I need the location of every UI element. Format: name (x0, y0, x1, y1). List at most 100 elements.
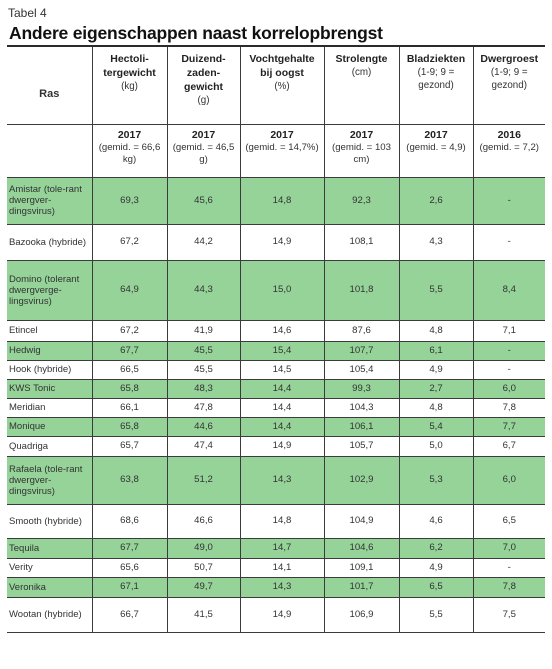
value-cell: 6,5 (472, 503, 545, 538)
column-header-unit: (cm) (351, 67, 372, 78)
value-cell: 14,5 (239, 359, 325, 379)
value-cell: 6,0 (472, 378, 545, 398)
value-cell: 47,8 (166, 397, 241, 417)
year-average-cell: 2017 (gemid. = 103 cm) (323, 123, 400, 177)
column-header-unit: (1-9; 9 = gezond) (417, 67, 455, 91)
value-cell: 67,7 (91, 537, 168, 558)
year-average-cell: 2017 (gemid. = 4,9) (398, 123, 474, 177)
value-cell: 14,3 (239, 576, 325, 597)
value-cell: 2,7 (398, 378, 474, 398)
average-label: (gemid. = 14,7%) (245, 141, 319, 153)
value-cell: 6,5 (398, 576, 474, 597)
value-cell: 5,5 (398, 596, 474, 633)
header-row: Ras Hectoli-tergewicht (kg) Duizend-zade… (7, 47, 545, 124)
value-cell: 6,7 (472, 435, 545, 456)
column-header-ras: Ras (7, 47, 93, 124)
value-cell: 2,6 (398, 176, 474, 224)
ras-cell: Veronika (7, 576, 93, 597)
value-cell: 14,8 (239, 176, 325, 224)
column-header-vochtgehalte: Vochtgehalte bij oogst (%) (239, 47, 325, 124)
value-cell: 4,8 (398, 397, 474, 417)
value-cell: 14,8 (239, 503, 325, 538)
value-cell: - (472, 359, 545, 379)
year-average-row: 2017 (gemid. = 66,6 kg) 2017 (gemid. = 4… (7, 123, 545, 177)
value-cell: 4,9 (398, 359, 474, 379)
ras-cell: KWS Tonic (7, 378, 93, 398)
ras-cell: Wootan (hybride) (7, 596, 93, 633)
ras-cell: Smooth (hybride) (7, 503, 93, 538)
ras-cell: Hedwig (7, 340, 93, 360)
column-header-dwergroest: Dwergroest (1-9; 9 = gezond) (472, 47, 545, 124)
value-cell: 7,8 (472, 397, 545, 417)
value-cell: 69,3 (91, 176, 168, 224)
column-header-label: Strolengte (335, 53, 388, 65)
value-cell: 14,9 (239, 435, 325, 456)
value-cell: 14,7 (239, 537, 325, 558)
value-cell: 67,7 (91, 340, 168, 360)
value-cell: 66,7 (91, 596, 168, 633)
value-cell: 48,3 (166, 378, 241, 398)
value-cell: 15,4 (239, 340, 325, 360)
value-cell: 102,9 (323, 455, 400, 504)
value-cell: 49,7 (166, 576, 241, 597)
value-cell: 6,1 (398, 340, 474, 360)
column-header-bladziekten: Bladziekten (1-9; 9 = gezond) (398, 47, 474, 124)
value-cell: 14,4 (239, 397, 325, 417)
value-cell: 14,9 (239, 223, 325, 260)
table-body: Amistar (tole-rant dwergver-dingsvirus) 6… (7, 176, 545, 633)
year-average-cell: 2017 (gemid. = 14,7%) (239, 123, 325, 177)
value-cell: 64,9 (91, 259, 168, 320)
value-cell: 65,8 (91, 416, 168, 436)
value-cell: 68,6 (91, 503, 168, 538)
year-label: 2017 (270, 128, 294, 141)
value-cell: 7,8 (472, 576, 545, 597)
value-cell: 47,4 (166, 435, 241, 456)
value-cell: 45,6 (166, 176, 241, 224)
ras-cell: Verity (7, 557, 93, 577)
table-caption: Tabel 4 (8, 6, 47, 20)
value-cell: 67,2 (91, 319, 168, 341)
column-header-unit: (%) (274, 81, 290, 92)
value-cell: 108,1 (323, 223, 400, 260)
value-cell: 41,5 (166, 596, 241, 633)
value-cell: 106,1 (323, 416, 400, 436)
value-cell: 5,5 (398, 259, 474, 320)
value-cell: 101,8 (323, 259, 400, 320)
value-cell: 4,9 (398, 557, 474, 577)
value-cell: 109,1 (323, 557, 400, 577)
average-label: (gemid. = 66,6 kg) (98, 141, 161, 166)
value-cell: 14,4 (239, 416, 325, 436)
value-cell: 51,2 (166, 455, 241, 504)
average-label: (gemid. = 7,2) (479, 141, 539, 153)
column-header-label: Duizend-zaden-gewicht (181, 53, 226, 93)
value-cell: - (472, 557, 545, 577)
value-cell: 63,8 (91, 455, 168, 504)
value-cell: 14,6 (239, 319, 325, 341)
ras-cell: Amistar (tole-rant dwergver-dingsvirus) (7, 176, 93, 224)
ras-cell: Meridian (7, 397, 93, 417)
value-cell: 65,7 (91, 435, 168, 456)
value-cell: 14,9 (239, 596, 325, 633)
value-cell: - (472, 223, 545, 260)
value-cell: 4,6 (398, 503, 474, 538)
ras-cell: Quadriga (7, 435, 93, 456)
value-cell: 92,3 (323, 176, 400, 224)
value-cell: 4,8 (398, 319, 474, 341)
value-cell: 5,3 (398, 455, 474, 504)
value-cell: 7,1 (472, 319, 545, 341)
value-cell: 105,4 (323, 359, 400, 379)
value-cell: - (472, 340, 545, 360)
column-header-label: Bladziekten (406, 53, 466, 65)
value-cell: 45,5 (166, 359, 241, 379)
average-label: (gemid. = 103 cm) (332, 141, 391, 166)
year-average-cell: 2017 (gemid. = 66,6 kg) (91, 123, 168, 177)
value-cell: 104,6 (323, 537, 400, 558)
value-cell: 104,9 (323, 503, 400, 538)
value-cell: 50,7 (166, 557, 241, 577)
value-cell: 101,7 (323, 576, 400, 597)
column-header-label: Vochtgehalte bij oogst (249, 53, 315, 79)
varieties-table: Ras Hectoli-tergewicht (kg) Duizend-zade… (7, 47, 545, 633)
year-average-cell: 2016 (gemid. = 7,2) (472, 123, 545, 177)
ras-cell: Monique (7, 416, 93, 436)
